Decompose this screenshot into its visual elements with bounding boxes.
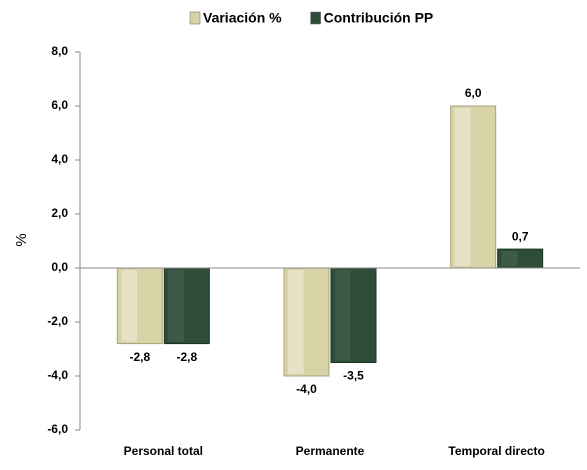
x-tick-label: Temporal directo bbox=[448, 444, 544, 458]
y-tick-label: -6,0 bbox=[47, 422, 68, 436]
bar-highlight bbox=[168, 270, 185, 342]
x-tick-label: Permanente bbox=[296, 444, 365, 458]
data-label: -4,0 bbox=[296, 382, 317, 396]
legend-swatch bbox=[189, 11, 201, 25]
bar-highlight bbox=[335, 270, 351, 361]
bar bbox=[330, 267, 377, 363]
legend-label: Variación % bbox=[203, 10, 282, 26]
bar bbox=[116, 267, 163, 345]
bar-highlight bbox=[121, 270, 138, 342]
bar bbox=[163, 267, 210, 345]
bar-highlight bbox=[501, 251, 518, 266]
x-tick-label: Personal total bbox=[124, 444, 203, 458]
y-tick-label: -2,0 bbox=[47, 314, 68, 328]
legend-swatch bbox=[310, 11, 321, 25]
bar bbox=[283, 267, 330, 377]
legend-label: Contribución PP bbox=[324, 10, 434, 26]
y-tick-label: 4,0 bbox=[51, 152, 68, 166]
y-tick-label: 0,0 bbox=[51, 260, 68, 274]
data-label: -2,8 bbox=[129, 350, 150, 364]
data-label: -2,8 bbox=[176, 350, 197, 364]
data-label: 0,7 bbox=[512, 229, 529, 243]
y-tick-label: 6,0 bbox=[51, 98, 68, 112]
y-tick-label: 8,0 bbox=[51, 44, 68, 58]
bar-highlight bbox=[454, 108, 471, 266]
data-label: -3,5 bbox=[343, 369, 364, 383]
y-axis-label: % bbox=[13, 233, 30, 246]
bar-highlight bbox=[288, 270, 304, 374]
y-tick-label: 2,0 bbox=[51, 206, 68, 220]
y-tick-label: -4,0 bbox=[47, 368, 68, 382]
data-label: 6,0 bbox=[465, 86, 482, 100]
